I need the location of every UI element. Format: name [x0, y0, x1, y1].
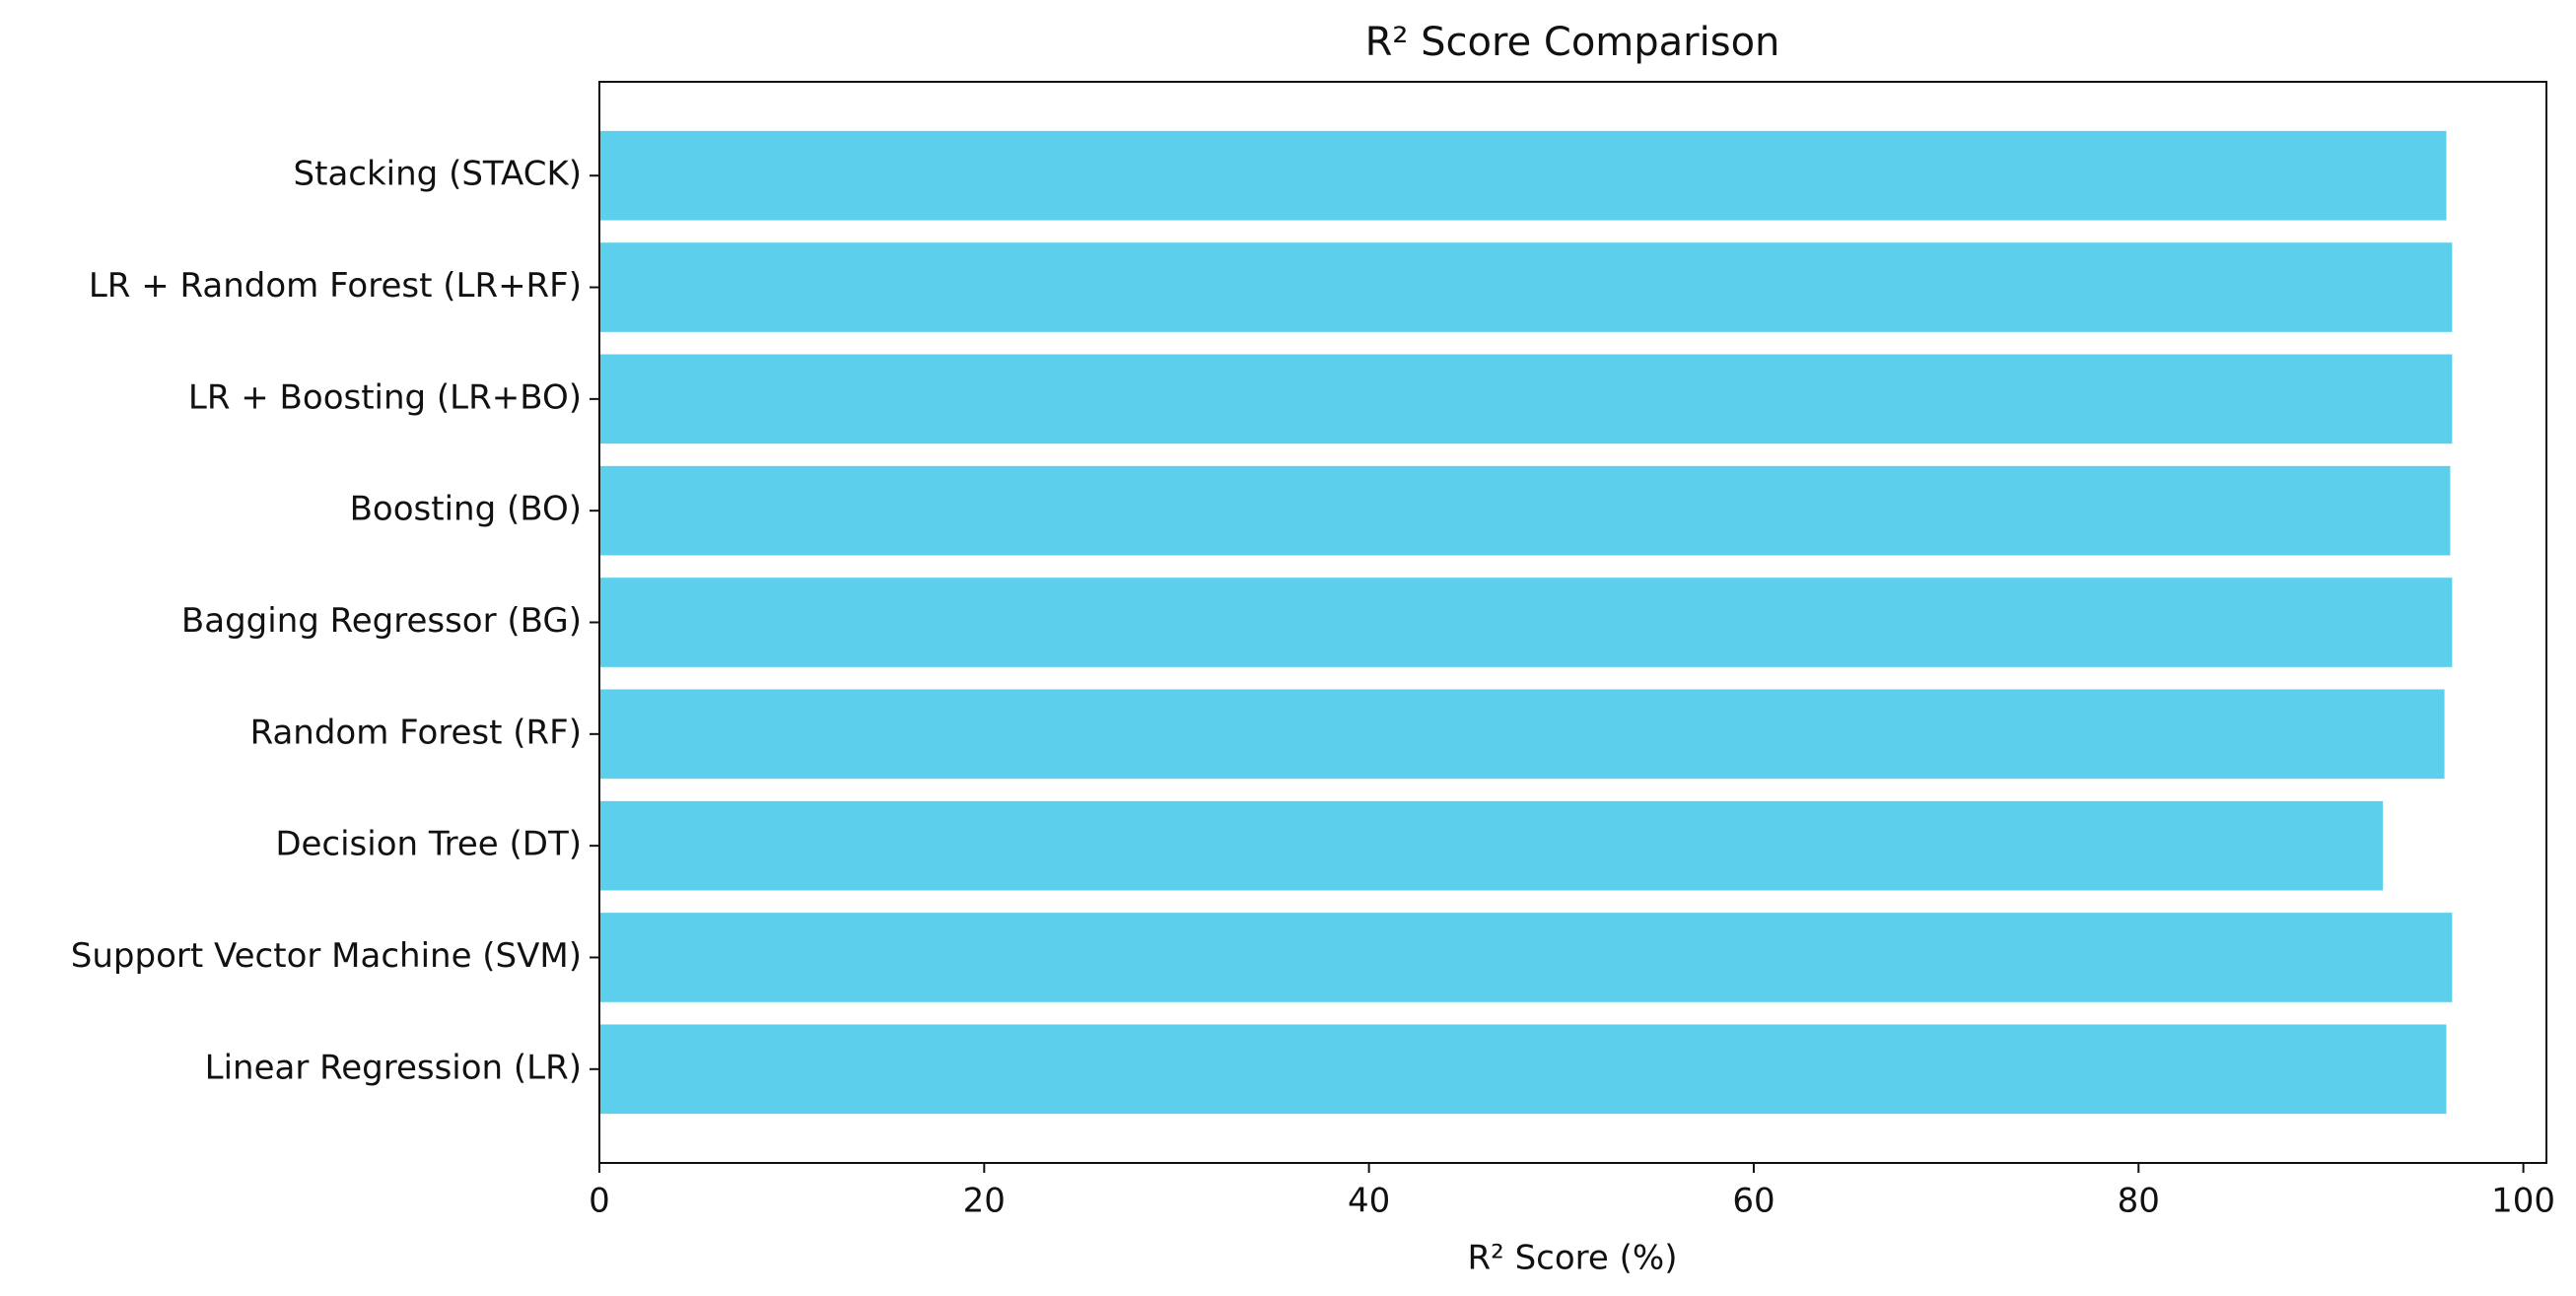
bar — [599, 800, 2384, 891]
plot-frame — [598, 81, 2547, 1164]
bar — [599, 130, 2447, 221]
x-tick-label: 60 — [1732, 1182, 1775, 1221]
bar — [599, 1024, 2447, 1115]
y-tick-label: Bagging Regressor (BG) — [181, 601, 582, 641]
y-tick-label: Linear Regression (LR) — [205, 1048, 582, 1087]
y-tick-label: Decision Tree (DT) — [275, 825, 582, 864]
bar — [599, 242, 2453, 332]
y-tick-label: LR + Boosting (LR+BO) — [188, 377, 582, 417]
bar — [599, 354, 2453, 444]
x-tick-label: 100 — [2491, 1182, 2555, 1221]
x-axis-label: R² Score (%) — [1468, 1239, 1678, 1278]
y-tick-label: Support Vector Machine (SVM) — [71, 936, 582, 976]
y-tick-label: LR + Random Forest (LR+RF) — [89, 266, 582, 306]
bar — [599, 689, 2445, 780]
x-tick-label: 20 — [963, 1182, 1006, 1221]
bar — [599, 465, 2451, 556]
bar — [599, 578, 2453, 667]
x-tick-label: 40 — [1348, 1182, 1390, 1221]
chart-title: R² Score Comparison — [1365, 20, 1780, 65]
y-tick-label: Random Forest (RF) — [250, 713, 582, 752]
y-tick-label: Stacking (STACK) — [294, 155, 582, 194]
x-tick-label: 0 — [589, 1182, 610, 1221]
x-tick-label: 80 — [2118, 1182, 2160, 1221]
bar — [599, 913, 2453, 1002]
y-tick-label: Boosting (BO) — [350, 490, 582, 529]
